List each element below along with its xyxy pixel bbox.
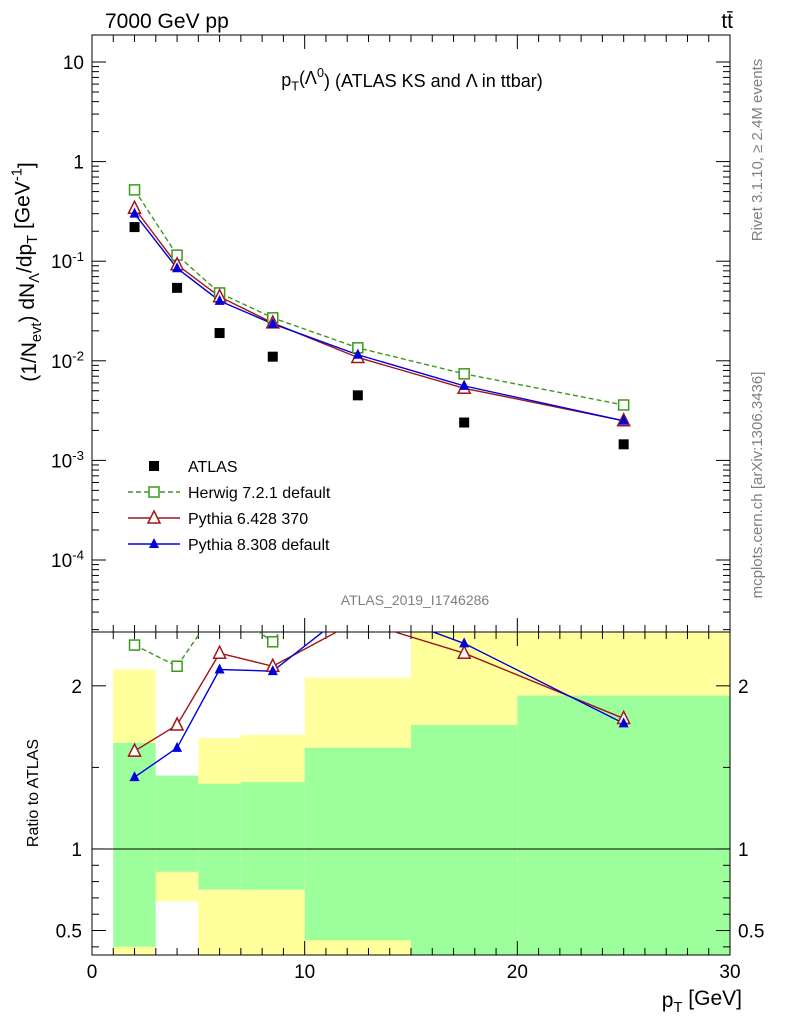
legend-label: ATLAS bbox=[188, 459, 238, 476]
chart-title: pT​(Λ0​) (ATLAS KS and Λ in ttbar) bbox=[281, 66, 543, 93]
data-point bbox=[129, 207, 140, 218]
main-series bbox=[127, 184, 631, 450]
y-tick-label: 10-3​ bbox=[51, 448, 84, 472]
ratio-y-tick-label: 0.5 bbox=[56, 922, 82, 943]
y-tick-label: 10-4​ bbox=[51, 548, 84, 572]
ratio-point bbox=[127, 742, 142, 757]
legend-marker bbox=[149, 461, 159, 471]
ratio-y-tick-label: 1 bbox=[738, 840, 749, 861]
band-outer-bin bbox=[198, 889, 305, 955]
ratio-series bbox=[127, 632, 631, 782]
y-tick-label: 10-1​ bbox=[51, 249, 84, 273]
rivet-version-label: Rivet 3.1.10, ≥ 2.4M events bbox=[749, 59, 766, 242]
band-inner-bin bbox=[240, 782, 305, 892]
legend-label: Pythia 6.428 370 bbox=[188, 511, 308, 528]
ratio-y-tick-label: 2 bbox=[738, 677, 749, 698]
data-point bbox=[128, 184, 141, 196]
data-point bbox=[617, 399, 630, 411]
legend-marker bbox=[146, 509, 162, 524]
ratio-y-tick-label: 0.5 bbox=[738, 922, 764, 943]
data-point bbox=[458, 368, 470, 380]
energy-label: 7000 GeV pp bbox=[105, 10, 229, 33]
legend-marker bbox=[148, 486, 160, 498]
band-outer-bin bbox=[304, 940, 411, 955]
y-tick-label: 10 bbox=[63, 53, 84, 74]
data-point bbox=[352, 390, 363, 401]
data-point bbox=[172, 262, 183, 273]
y-axis-label: (1/Nevt​) dNΛ​/dpT​ [GeV-1​] bbox=[9, 162, 45, 382]
x-axis-label: pT​ [GeV] bbox=[662, 987, 742, 1016]
data-point bbox=[214, 294, 225, 305]
series-line bbox=[133, 207, 624, 422]
ratio-point bbox=[214, 663, 225, 674]
ratio-y-tick-label: 1 bbox=[71, 840, 82, 861]
data-point bbox=[267, 351, 278, 362]
data-point bbox=[267, 317, 278, 328]
ratio-point bbox=[456, 644, 472, 659]
data-point bbox=[459, 417, 470, 428]
ratio-point bbox=[129, 771, 140, 782]
data-point bbox=[618, 414, 629, 425]
x-tick-label: 30 bbox=[719, 962, 740, 983]
ratio-point bbox=[128, 639, 141, 651]
ratio-y-axis-label: Ratio to ATLAS bbox=[25, 739, 42, 847]
main-axes: 10 1 10-1​ 10-2​ 10-3​ 10-4​ bbox=[51, 34, 731, 633]
band-gap bbox=[198, 632, 305, 735]
x-tick-label: 10 bbox=[294, 962, 315, 983]
mcplots-label: mcplots.cern.ch [arXiv:1306.3436] bbox=[749, 372, 766, 599]
process-label: tt̄ bbox=[721, 10, 733, 33]
band-inner-bin bbox=[198, 783, 241, 890]
data-point bbox=[214, 328, 225, 339]
ratio-point bbox=[267, 665, 278, 676]
series-line bbox=[133, 189, 624, 406]
ratio-point bbox=[618, 717, 629, 728]
y-tick-label: 1 bbox=[73, 153, 84, 174]
legend-label: Herwig 7.2.1 default bbox=[188, 485, 331, 502]
data-point bbox=[618, 439, 629, 450]
x-tick-label: 20 bbox=[507, 962, 528, 983]
band-gap bbox=[155, 632, 199, 776]
band-inner-bin bbox=[517, 695, 730, 955]
band-gap bbox=[155, 901, 199, 955]
ratio-point bbox=[172, 741, 183, 752]
legend: ATLAS Herwig 7.2.1 default Pythia 6.428 37… bbox=[128, 459, 331, 554]
ratio-point bbox=[267, 636, 279, 648]
ratio-y-tick-label: 2 bbox=[71, 677, 82, 698]
legend-label: Pythia 8.308 default bbox=[188, 537, 330, 554]
data-point bbox=[129, 222, 140, 233]
x-tick-label: 0 bbox=[87, 962, 98, 983]
ratio-point bbox=[212, 644, 227, 659]
data-point bbox=[352, 348, 363, 359]
data-point bbox=[459, 379, 470, 390]
band-inner-bin bbox=[411, 724, 518, 955]
ratio-point bbox=[459, 637, 470, 648]
ratio-point bbox=[171, 660, 183, 673]
analysis-tag: ATLAS_2019_I1746286 bbox=[341, 592, 490, 608]
ratio-axes: 0 10 20 30 0.5 0.5 1 1 2 2 bbox=[56, 631, 764, 983]
uncertainty-bands bbox=[113, 632, 730, 955]
data-point bbox=[172, 282, 183, 293]
series-line bbox=[133, 213, 624, 422]
ratio-point bbox=[169, 716, 185, 731]
band-inner-bin bbox=[304, 747, 411, 941]
legend-marker bbox=[149, 538, 159, 548]
band-outer-bin bbox=[155, 871, 199, 902]
y-tick-label: 10-2​ bbox=[51, 348, 84, 372]
